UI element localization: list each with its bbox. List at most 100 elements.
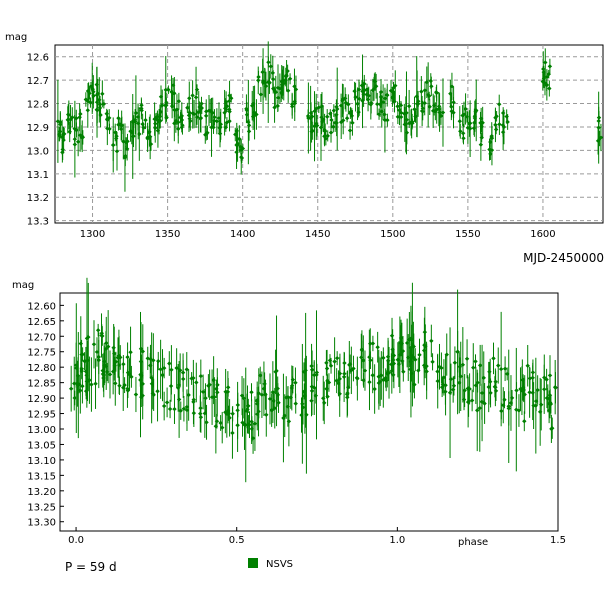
top-y-tick-label: 12.7 xyxy=(27,76,49,87)
bottom-data-point xyxy=(262,381,267,387)
bottom-y-tick-label: 12.70 xyxy=(27,332,56,343)
top-data-point xyxy=(97,105,103,111)
bottom-data-point xyxy=(230,411,235,416)
top-data-point xyxy=(334,120,339,126)
top-data-point xyxy=(227,98,232,104)
bottom-y-tick-label: 13.10 xyxy=(27,456,56,467)
top-data-point xyxy=(547,86,552,91)
top-data-point xyxy=(493,127,499,132)
bottom-data-point xyxy=(354,375,360,380)
top-data-point xyxy=(395,104,400,109)
top-data-point xyxy=(67,129,72,135)
bottom-data-point xyxy=(206,383,211,388)
top-data-point xyxy=(407,121,412,126)
bottom-data-point xyxy=(309,363,314,369)
top-data-point xyxy=(256,78,261,83)
bottom-data-point xyxy=(164,400,170,405)
top-data-point xyxy=(412,107,417,112)
top-data-point xyxy=(543,60,548,65)
bottom-data-point xyxy=(274,368,279,374)
top-data-point xyxy=(170,90,176,96)
bottom-data-point xyxy=(324,366,330,371)
top-data-point xyxy=(85,108,90,113)
bottom-data-point xyxy=(325,394,330,399)
bottom-data-point xyxy=(202,411,208,416)
top-data-point xyxy=(186,113,192,118)
bottom-data-point xyxy=(447,390,453,395)
top-data-point xyxy=(214,119,220,124)
bottom-data-point xyxy=(150,391,155,396)
top-plot-frame xyxy=(54,44,604,224)
bottom-data-point xyxy=(522,419,527,424)
bottom-data-point xyxy=(78,388,83,393)
top-data-point xyxy=(194,87,200,92)
top-data-point xyxy=(268,64,273,69)
bottom-data-point xyxy=(439,385,445,390)
top-data-point xyxy=(153,125,158,131)
bottom-y-tick-labels: 12.60 12.65 12.70 12.75 12.80 12.85 12.90 12.95… xyxy=(27,301,64,529)
top-data-point xyxy=(393,83,398,88)
bottom-data-point xyxy=(475,380,480,385)
top-data-point xyxy=(398,114,404,120)
top-data-point xyxy=(414,94,419,99)
bottom-data-point xyxy=(167,406,173,412)
top-data-point xyxy=(208,108,213,114)
bottom-data-point xyxy=(160,372,165,378)
bottom-x-tick-label: 0.5 xyxy=(229,535,245,546)
top-data-point xyxy=(404,117,409,122)
top-data-point xyxy=(493,122,498,128)
bottom-data-point xyxy=(89,382,94,387)
top-data-point xyxy=(544,82,550,88)
top-y-tick-label: 13.0 xyxy=(27,146,49,157)
bottom-data-point xyxy=(430,359,435,365)
top-data-point xyxy=(505,119,510,125)
top-data-point xyxy=(218,122,223,127)
top-data-point xyxy=(235,142,240,148)
top-data-point xyxy=(123,140,129,145)
top-data-point xyxy=(193,95,199,100)
bottom-data-point xyxy=(550,426,555,431)
top-data-point xyxy=(90,87,95,92)
bottom-data-point xyxy=(547,393,553,398)
top-data-point xyxy=(494,114,499,119)
bottom-data-point xyxy=(424,363,429,369)
bottom-data-point xyxy=(293,401,298,406)
top-data-point xyxy=(500,122,506,128)
top-data-point xyxy=(169,103,175,109)
top-data-point xyxy=(500,110,506,116)
bottom-data-point xyxy=(259,392,265,397)
bottom-data-point xyxy=(395,357,401,362)
bottom-data-point xyxy=(546,408,552,413)
bottom-data-point xyxy=(422,329,428,335)
bottom-data-point xyxy=(481,375,486,381)
bottom-data-point xyxy=(68,386,74,391)
bottom-x-tick-label: 0.0 xyxy=(68,535,84,546)
bottom-x-tick-label: 1.0 xyxy=(389,535,405,546)
bottom-data-point xyxy=(322,400,327,406)
bottom-data-point xyxy=(448,376,454,382)
top-data-point xyxy=(283,73,289,79)
top-data-point xyxy=(178,115,183,120)
bottom-data-point xyxy=(475,408,480,413)
bottom-data-point xyxy=(324,386,329,392)
bottom-data-point xyxy=(491,356,496,361)
bottom-data-point xyxy=(334,378,339,383)
bottom-data-point xyxy=(493,388,499,394)
bottom-y-tick-label: 12.80 xyxy=(27,363,56,374)
bottom-data-point xyxy=(204,420,209,425)
top-data-point xyxy=(130,134,135,139)
top-data-point xyxy=(223,125,229,130)
top-data-point xyxy=(139,108,144,113)
top-data-point xyxy=(460,131,466,136)
bottom-data-point xyxy=(389,333,395,338)
top-data-point xyxy=(163,87,168,93)
bottom-data-point xyxy=(479,390,485,396)
top-data-point xyxy=(440,110,446,115)
bottom-data-point xyxy=(412,382,417,387)
bottom-data-point xyxy=(178,408,183,413)
top-data-point xyxy=(86,89,91,95)
top-data-point xyxy=(75,139,81,144)
top-data-point xyxy=(541,76,547,81)
bottom-data-point xyxy=(544,395,550,401)
bottom-data-point xyxy=(117,383,122,388)
